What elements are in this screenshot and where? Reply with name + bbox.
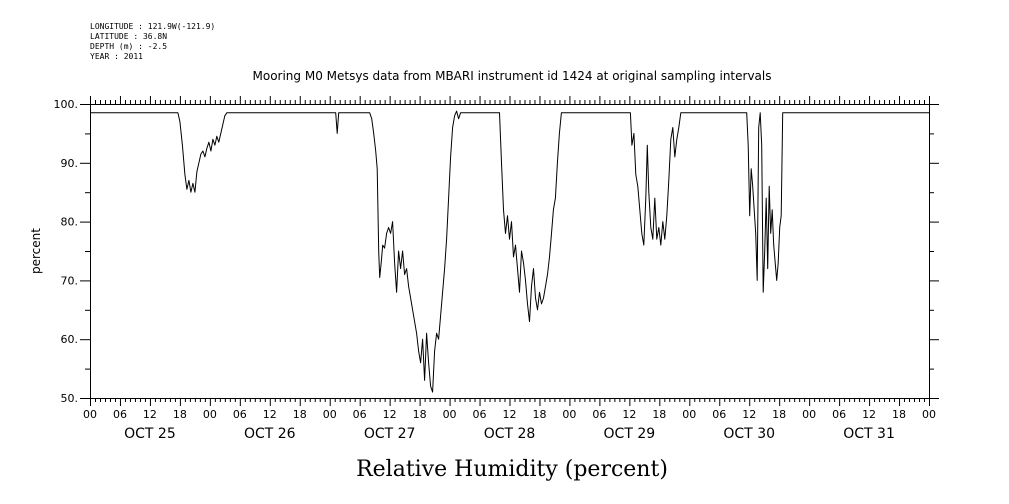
y-axis: 50. 60. 70. 80. 90. 100. [54,98,939,405]
x-axis-title: Relative Humidity (percent) [356,457,668,482]
dataset-metadata: LONGITUDE : 121.9W(-121.9) LATITUDE : 36… [90,22,215,62]
x-tick-label: 00 [443,408,457,421]
x-day-label: OCT 25 [124,426,176,442]
y-axis-title: percent [29,228,43,274]
x-tick-label: 12 [622,408,636,421]
x-tick-label: 12 [862,408,876,421]
series-group [90,110,929,393]
x-tick-label: 00 [562,408,576,421]
humidity-series-line [90,110,929,393]
x-tick-label: 18 [173,408,187,421]
x-tick-label: 06 [353,408,367,421]
x-tick-label: 00 [682,408,696,421]
x-tick-label: 12 [742,408,756,421]
x-tick-label: 12 [263,408,277,421]
x-tick-label: 18 [532,408,546,421]
longitude-line: LONGITUDE : 121.9W(-121.9) [90,22,216,31]
x-tick-label: 18 [413,408,427,421]
y-tick-label: 60. [61,333,79,346]
x-tick-label: 12 [503,408,517,421]
x-tick-label: 12 [143,408,157,421]
y-tick-label: 80. [61,216,79,229]
x-tick-label: 00 [323,408,337,421]
x-tick-label: 18 [293,408,307,421]
depth-line: DEPTH (m) : -2.5 [90,42,168,51]
x-day-label: OCT 31 [843,426,895,442]
x-day-label: OCT 30 [723,426,775,442]
x-day-label: OCT 28 [484,426,536,442]
x-tick-label: 00 [203,408,217,421]
x-tick-label: 00 [83,408,97,421]
x-tick-label: 06 [592,408,606,421]
x-tick-label: 00 [802,408,816,421]
x-day-label: OCT 27 [364,426,416,442]
x-tick-label: 18 [652,408,666,421]
x-tick-label: 06 [473,408,487,421]
x-tick-label: 06 [712,408,726,421]
x-tick-label: 06 [832,408,846,421]
y-tick-label: 70. [61,274,79,287]
latitude-line: LATITUDE : 36.8N [90,32,168,41]
x-tick-label: 06 [113,408,127,421]
year-line: YEAR : 2011 [90,52,143,61]
chart-title: Mooring M0 Metsys data from MBARI instru… [253,69,772,83]
y-tick-label: 90. [61,157,79,170]
x-tick-label: 00 [922,408,936,421]
y-tick-label: 50. [61,392,79,405]
x-axis: 00 06 12 18 00 06 12 18 00 06 12 18 00 06 12 18 00 06 12 18… [83,96,936,442]
x-tick-label: 12 [383,408,397,421]
plot-frame [90,104,930,399]
x-tick-label: 06 [233,408,247,421]
x-tick-label: 18 [772,408,786,421]
x-tick-label: 18 [892,408,906,421]
x-day-label: OCT 26 [244,426,296,442]
y-tick-label: 100. [54,98,79,111]
x-day-label: OCT 29 [604,426,656,442]
